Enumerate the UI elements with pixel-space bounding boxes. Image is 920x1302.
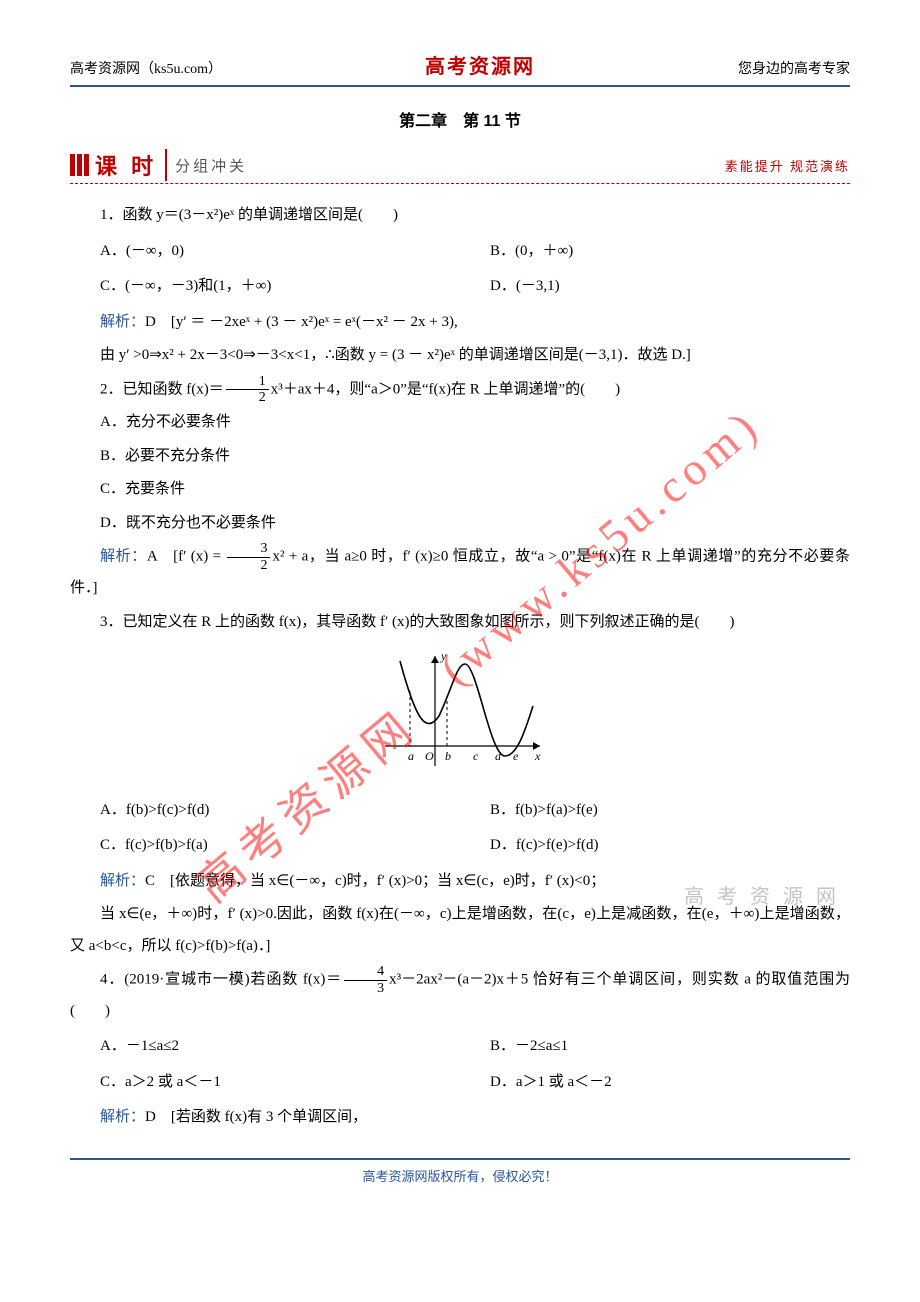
answer-label: 解析： (100, 549, 147, 565)
body: 1．函数 y＝(3－x²)eˣ 的单调递增区间是( ) A．(－∞，0) B．(… (70, 200, 850, 1134)
q4-answer-pick: D (145, 1109, 156, 1125)
section-banner: 课 时 分组冲关 素能提升 规范演练 (70, 149, 850, 184)
q1-opt-d: D．(－3,1) (460, 271, 850, 303)
fraction-icon: 12 (226, 374, 269, 406)
q1-answer-line2: 由 y′ >0⇒x² + 2x－3<0⇒－3<x<1，∴函数 y = (3 － … (70, 340, 850, 372)
q4-answer: 解析：D [若函数 f(x)有 3 个单调区间， (70, 1102, 850, 1134)
answer-label: 解析： (100, 314, 145, 330)
q4-options: A．－1≤a≤2 B．－2≤a≤1 C．a＞2 或 a＜－1 D．a＞1 或 a… (70, 1029, 850, 1100)
page: (www.ks5u.com) 高考资源网 高 考 资 源 网 高考资源网（ks5… (0, 0, 920, 1302)
banner-title: 课 时 (95, 149, 167, 181)
q4-stem: 4．(2019·宣城市一模)若函数 f(x)＝43x³－2ax²－(a－2)x＋… (70, 964, 850, 1027)
q3-figure: y x a O b c d e (70, 646, 850, 789)
q1-opt-b: B．(0，＋∞) (460, 236, 850, 268)
answer-label: 解析： (100, 1109, 145, 1125)
label-x: x (534, 749, 541, 763)
banner-subtitle: 分组冲关 (175, 155, 247, 176)
q2-answer-pre: [f′ (x) = (157, 549, 226, 565)
q4-stem-pre: 4．(2019·宣城市一模)若函数 f(x)＝ (100, 971, 342, 987)
header-right: 您身边的高考专家 (738, 58, 850, 78)
label-y: y (440, 649, 447, 663)
label-O: O (425, 749, 434, 763)
q1-options: A．(－∞，0) B．(0，＋∞) C．(－∞，－3)和(1，＋∞) D．(－3… (70, 234, 850, 305)
q1-answer-pick: D (145, 314, 156, 330)
q2-stem-pre: 2．已知函数 f(x)＝ (100, 381, 224, 397)
header-left: 高考资源网（ks5u.com） (70, 58, 222, 78)
q2-answer: 解析：A [f′ (x) = 32x² + a，当 a≥0 时，f′ (x)≥0… (70, 541, 850, 604)
q2-stem: 2．已知函数 f(x)＝12x³＋ax＋4，则“a＞0”是“f(x)在 R 上单… (70, 374, 850, 406)
q4-opt-b: B．－2≤a≤1 (460, 1031, 850, 1063)
q1-stem: 1．函数 y＝(3－x²)eˣ 的单调递增区间是( ) (70, 200, 850, 232)
q3-opt-b: B．f(b)>f(a)>f(e) (460, 795, 850, 827)
q2-opt-a: A．充分不必要条件 (70, 407, 850, 439)
banner-right: 素能提升 规范演练 (725, 156, 850, 175)
q4-opt-a: A．－1≤a≤2 (70, 1031, 460, 1063)
page-header: 高考资源网（ks5u.com） 高考资源网 您身边的高考专家 (70, 50, 850, 87)
derivative-graph: y x a O b c d e (375, 646, 545, 776)
q2-opt-b: B．必要不充分条件 (70, 441, 850, 473)
red-bars-icon (70, 154, 89, 176)
label-a: a (408, 749, 414, 763)
q1-answer-text1: [y′ ＝ －2xeˣ + (3 － x²)eˣ = eˣ(－x² － 2x +… (156, 314, 458, 330)
q3-answer-text1: [依题意得，当 x∈(－∞，c)时，f′ (x)>0；当 x∈(c，e)时，f′… (155, 873, 605, 889)
q2-answer-pick: A (147, 549, 157, 565)
curve (400, 661, 533, 756)
q2-stem-post: x³＋ax＋4，则“a＞0”是“f(x)在 R 上单调递增”的( ) (271, 381, 620, 397)
arrow-icon (431, 656, 439, 663)
label-d: d (495, 749, 502, 763)
chapter-title: 第二章 第 11 节 (70, 107, 850, 131)
page-footer: 高考资源网版权所有，侵权必究！ (70, 1158, 850, 1185)
q4-answer-text1: [若函数 f(x)有 3 个单调区间， (156, 1109, 367, 1125)
q1-answer-line1: 解析：D [y′ ＝ －2xeˣ + (3 － x²)eˣ = eˣ(－x² －… (70, 307, 850, 339)
q3-answer-line1: 解析：C [依题意得，当 x∈(－∞，c)时，f′ (x)>0；当 x∈(c，e… (70, 866, 850, 898)
q1-opt-c: C．(－∞，－3)和(1，＋∞) (70, 271, 460, 303)
q4-opt-c: C．a＞2 或 a＜－1 (70, 1067, 460, 1099)
fraction-icon: 43 (344, 964, 387, 996)
q3-stem: 3．已知定义在 R 上的函数 f(x)，其导函数 f′ (x)的大致图象如图所示… (70, 607, 850, 639)
q3-opt-d: D．f(c)>f(e)>f(d) (460, 830, 850, 862)
q3-options: A．f(b)>f(c)>f(d) B．f(b)>f(a)>f(e) C．f(c)… (70, 793, 850, 864)
q3-opt-c: C．f(c)>f(b)>f(a) (70, 830, 460, 862)
q2-opt-c: C．充要条件 (70, 474, 850, 506)
q3-answer-line2: 当 x∈(e，＋∞)时，f′ (x)>0.因此，函数 f(x)在(－∞，c)上是… (70, 899, 850, 962)
label-b: b (445, 749, 451, 763)
header-center: 高考资源网 (425, 50, 535, 79)
label-c: c (473, 749, 479, 763)
label-e: e (513, 749, 519, 763)
answer-label: 解析： (100, 873, 145, 889)
q2-opt-d: D．既不充分也不必要条件 (70, 508, 850, 540)
q3-answer-pick: C (145, 873, 155, 889)
fraction-icon: 32 (227, 541, 270, 573)
q3-opt-a: A．f(b)>f(c)>f(d) (70, 795, 460, 827)
q1-opt-a: A．(－∞，0) (70, 236, 460, 268)
q4-opt-d: D．a＞1 或 a＜－2 (460, 1067, 850, 1099)
